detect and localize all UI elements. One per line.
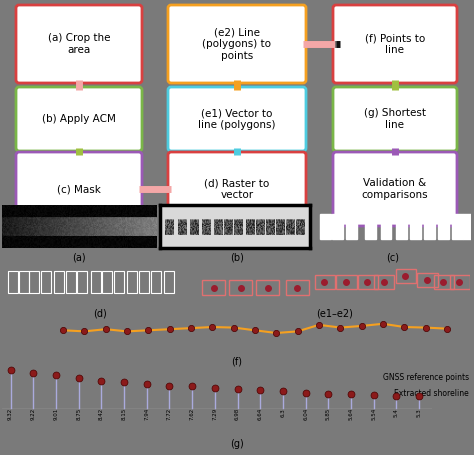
- Text: 5.54: 5.54: [371, 408, 376, 420]
- Text: (e2) Line
(polygons) to
points: (e2) Line (polygons) to points: [202, 27, 272, 61]
- Bar: [139, 271, 149, 293]
- FancyBboxPatch shape: [333, 87, 457, 151]
- Bar: [346, 213, 357, 239]
- Text: 6.98: 6.98: [235, 408, 240, 420]
- FancyBboxPatch shape: [333, 5, 457, 83]
- Text: 6.04: 6.04: [303, 408, 308, 420]
- Text: 8.42: 8.42: [99, 408, 104, 420]
- Bar: [164, 271, 174, 293]
- Bar: [256, 280, 279, 295]
- FancyBboxPatch shape: [16, 152, 142, 226]
- Bar: [417, 273, 438, 287]
- Text: (e1) Vector to
line (polygons): (e1) Vector to line (polygons): [198, 108, 276, 130]
- Text: 9.32: 9.32: [8, 408, 13, 420]
- Text: (a): (a): [72, 252, 86, 262]
- Text: 5.85: 5.85: [326, 408, 331, 420]
- Text: (d) Raster to
vector: (d) Raster to vector: [204, 178, 270, 200]
- Text: (f) Points to
line: (f) Points to line: [365, 33, 425, 55]
- Bar: [128, 271, 137, 293]
- Text: 5.3: 5.3: [417, 408, 421, 417]
- Bar: [396, 269, 416, 283]
- Text: (c) Mask: (c) Mask: [57, 184, 101, 194]
- Bar: [424, 213, 435, 239]
- Text: (f): (f): [231, 356, 243, 366]
- Bar: [102, 271, 112, 293]
- Bar: [229, 280, 252, 295]
- Bar: [410, 213, 421, 239]
- Text: (g): (g): [230, 439, 244, 449]
- FancyBboxPatch shape: [168, 152, 306, 226]
- Text: GNSS reference points: GNSS reference points: [383, 374, 469, 383]
- Text: (g) Shortest
line: (g) Shortest line: [364, 108, 426, 130]
- Text: (a) Crop the
area: (a) Crop the area: [48, 33, 110, 55]
- Bar: [19, 271, 29, 293]
- Bar: [77, 271, 87, 293]
- Text: 7.29: 7.29: [212, 408, 218, 420]
- Bar: [41, 271, 51, 293]
- Text: 5.64: 5.64: [348, 408, 354, 420]
- Bar: [452, 213, 463, 239]
- Text: (b): (b): [230, 252, 244, 262]
- Text: 8.75: 8.75: [76, 408, 81, 420]
- Text: (e1–e2): (e1–e2): [317, 308, 354, 318]
- FancyBboxPatch shape: [168, 87, 306, 151]
- Text: (c): (c): [386, 252, 400, 262]
- Bar: [450, 275, 470, 289]
- Bar: [337, 275, 356, 289]
- Text: 7.72: 7.72: [167, 408, 172, 420]
- Bar: [202, 280, 225, 295]
- Bar: [463, 213, 474, 239]
- FancyBboxPatch shape: [16, 5, 142, 83]
- Bar: [438, 213, 449, 239]
- Bar: [29, 271, 39, 293]
- Bar: [332, 213, 343, 239]
- Bar: [54, 271, 64, 293]
- Text: 6.64: 6.64: [258, 408, 263, 420]
- Bar: [8, 271, 18, 293]
- FancyBboxPatch shape: [333, 152, 457, 226]
- Text: 7.94: 7.94: [144, 408, 149, 420]
- Text: 9.22: 9.22: [31, 408, 36, 420]
- Bar: [151, 271, 161, 293]
- Text: 6.3: 6.3: [281, 408, 285, 417]
- Text: 5.4: 5.4: [394, 408, 399, 417]
- Bar: [91, 271, 101, 293]
- Bar: [434, 275, 454, 289]
- Bar: [286, 280, 309, 295]
- Bar: [374, 275, 394, 289]
- Text: (b) Apply ACM: (b) Apply ACM: [42, 114, 116, 124]
- Text: Extracted shoreline: Extracted shoreline: [394, 389, 469, 398]
- FancyBboxPatch shape: [16, 87, 142, 151]
- FancyBboxPatch shape: [168, 5, 306, 83]
- Bar: [66, 271, 76, 293]
- Text: Validation &
comparisons: Validation & comparisons: [362, 178, 428, 200]
- Bar: [381, 213, 392, 239]
- Bar: [114, 271, 124, 293]
- Bar: [319, 213, 330, 239]
- Text: 9.01: 9.01: [54, 408, 58, 420]
- Bar: [396, 213, 407, 239]
- Text: 7.62: 7.62: [190, 408, 195, 420]
- Bar: [358, 275, 378, 289]
- Text: 8.15: 8.15: [121, 408, 127, 420]
- Bar: [315, 275, 335, 289]
- Bar: [365, 213, 376, 239]
- Text: (d): (d): [93, 308, 107, 318]
